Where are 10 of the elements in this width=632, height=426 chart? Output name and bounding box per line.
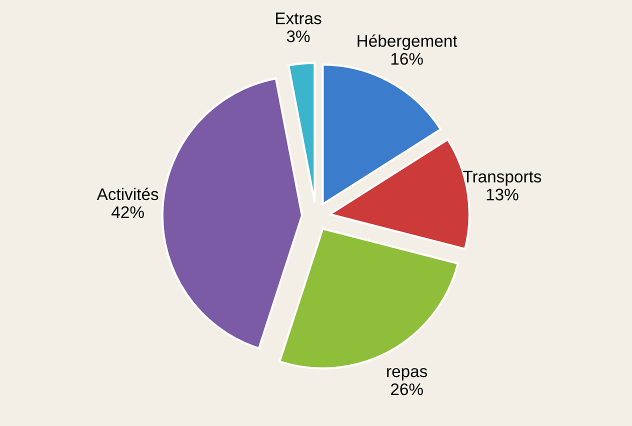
data-label: 16% [391, 53, 423, 65]
data-label: 3% [286, 30, 310, 42]
data-label: 26% [391, 383, 423, 396]
slice-label: Transports [463, 170, 542, 186]
slice-label: Extras [276, 12, 322, 24]
data-label: 42% [112, 206, 144, 218]
data-label: 13% [486, 188, 518, 200]
slice-label: Hébergement [358, 34, 458, 50]
slice-label: repas [387, 368, 428, 381]
slice-label: Activités [96, 188, 158, 200]
